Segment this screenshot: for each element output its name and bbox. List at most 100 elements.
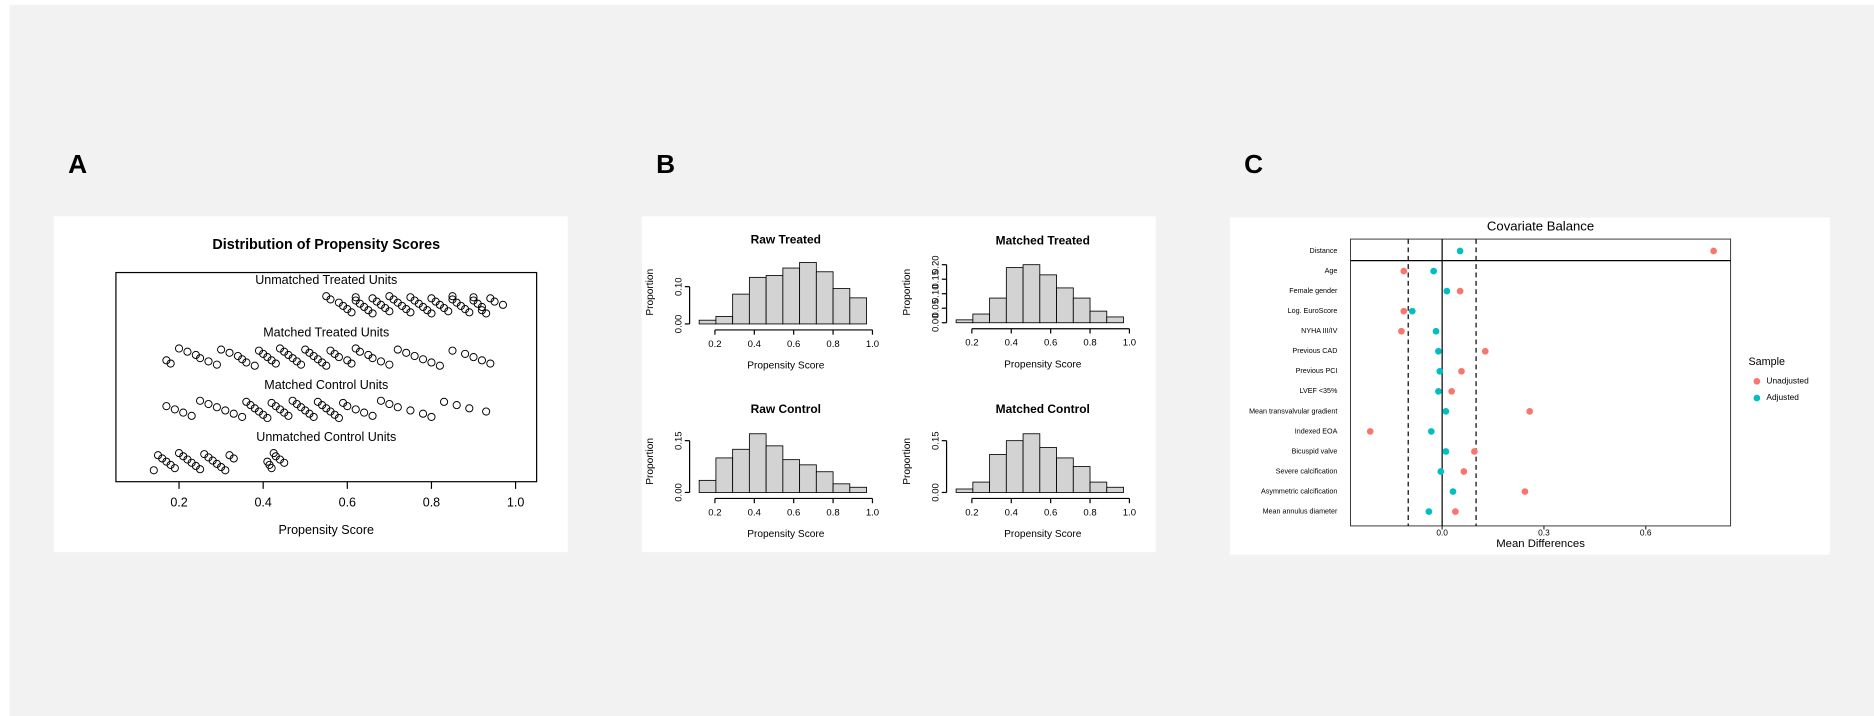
bar [698,479,717,493]
category-label: Mean transvalvular gradient [1249,407,1337,415]
point [1526,408,1534,415]
x-tick-label: 0.6 [787,507,800,518]
bar [698,319,717,325]
bar [955,319,974,324]
point [477,302,486,312]
point [427,358,436,367]
x-tick-label: 0.4 [1005,507,1019,518]
point [1452,508,1459,515]
panel-label: C [1244,149,1263,179]
point [238,412,247,421]
category-label: Female gender [1289,287,1338,295]
bar [799,464,817,493]
bar [989,297,1007,324]
bar [765,275,784,325]
x-tick-label: 0.4 [254,496,271,510]
point [196,396,205,405]
bar [1056,457,1074,493]
bar [849,297,867,325]
category-label: Asymmetric calcification [1261,487,1337,495]
category-label: Age [1325,267,1338,275]
point [1443,287,1451,295]
point [448,346,457,355]
point [355,347,364,356]
category-label: Mean annulus diameter [1263,507,1338,515]
x-tick-label: 1.0 [866,339,879,350]
chart-title: Raw Treated [751,232,821,246]
point [477,356,486,365]
x-tick-label: 0.4 [748,507,762,518]
point [347,359,356,368]
category-label: NYHA III/IV [1301,327,1337,335]
point [1449,488,1457,495]
point [196,354,205,363]
x-tick-label: 0.4 [748,339,762,350]
point [1448,387,1455,395]
point [284,411,293,420]
bar [972,481,991,493]
point [149,466,158,475]
x-tick-label: 0.2 [708,339,721,350]
bar [1039,447,1057,493]
x-tick-label: 0.6 [1044,507,1057,518]
point [427,309,436,318]
point [1460,468,1468,475]
group-label: Unmatched Control Units [256,430,396,444]
legend-swatch [1753,377,1761,385]
point [452,401,461,410]
point [267,464,276,473]
y-axis-label: Proportion [902,438,913,485]
point [360,408,369,417]
point [410,351,419,361]
y-tick-label: 0.05 [930,299,941,318]
point [482,407,491,416]
bar [832,483,851,493]
chart-title: Covariate Balance [1487,219,1594,234]
point [187,411,196,420]
x-axis-label: Propensity Score [747,529,825,540]
bar [1022,264,1041,324]
bar [955,488,974,493]
chart-title: Matched Treated [996,234,1090,248]
legend-swatch [1753,394,1761,402]
point [162,402,171,411]
point [393,345,402,354]
category-label: Bicuspid valve [1292,447,1338,455]
point [170,464,179,473]
x-tick-label: 0.6 [1640,527,1652,537]
point [217,345,226,354]
group-label: Matched Control Units [264,378,388,392]
point [368,354,377,363]
point [498,300,508,309]
x-tick-label: 0.8 [423,496,440,510]
point [326,295,335,304]
bar [799,262,817,325]
plot-frame [1350,238,1732,527]
bar [972,313,991,324]
point [1458,367,1465,375]
y-tick-label: 0.00 [673,483,684,502]
point [1435,387,1442,395]
chart-title: Raw Control [751,402,821,416]
point [1400,267,1408,275]
point [221,406,230,415]
point [250,361,259,370]
x-tick-label: 0.4 [1005,338,1019,349]
point [196,465,205,474]
x-tick-label: 0.6 [787,339,800,350]
category-label: LVEF <35% [1300,387,1338,395]
point [1436,367,1444,375]
point [482,309,491,318]
point [440,397,449,406]
point [179,408,188,417]
point [174,344,184,353]
point [368,411,377,420]
point [170,405,179,414]
point [469,293,478,302]
point [347,308,356,317]
x-axis-label: Propensity Score [1004,359,1082,370]
point [406,406,415,415]
bar [715,316,734,325]
point [225,348,234,357]
x-tick-label: 1.0 [1123,338,1136,349]
